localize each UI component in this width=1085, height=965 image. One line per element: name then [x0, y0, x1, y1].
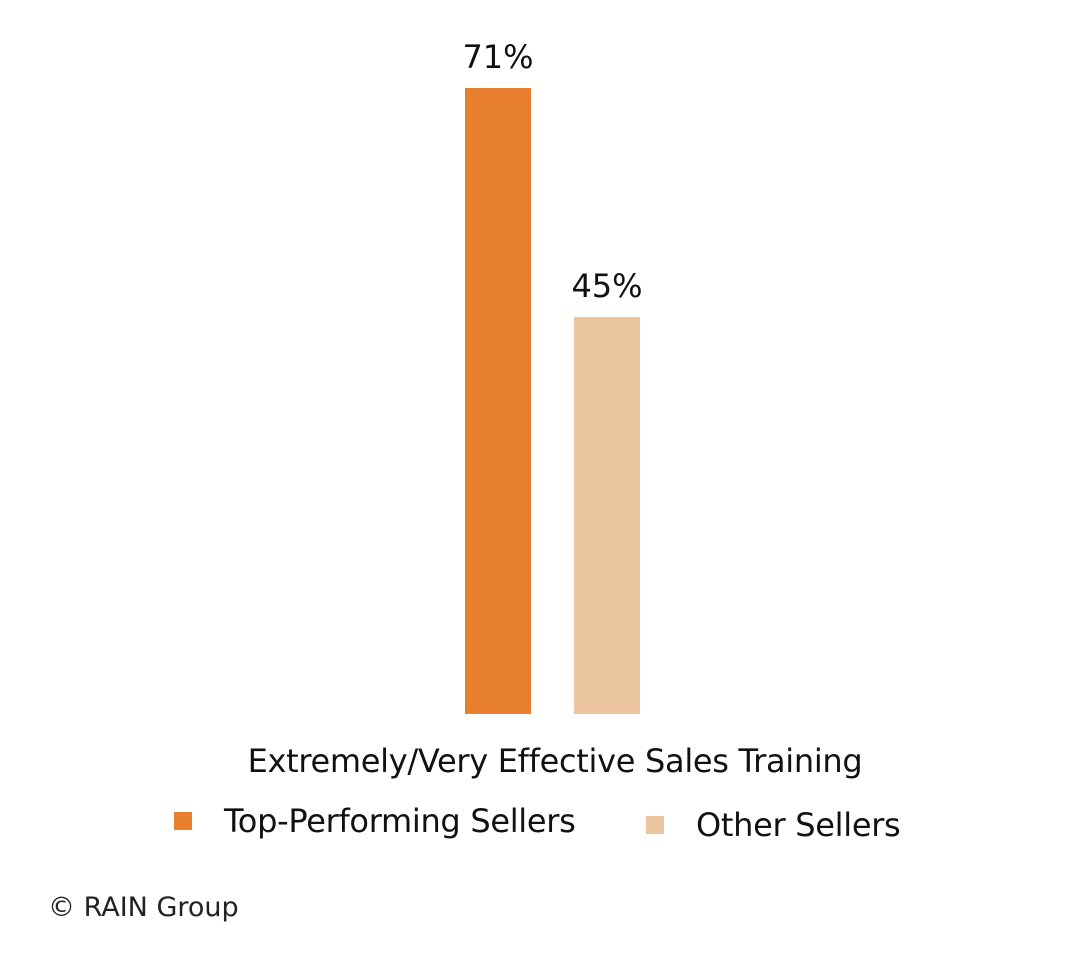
legend-item-top-performing-sellers: Top-Performing Sellers [174, 802, 576, 840]
bar-top-performing-sellers [465, 88, 531, 714]
legend-swatch-icon [174, 812, 192, 830]
legend-label: Top-Performing Sellers [224, 802, 576, 840]
legend-item-other-sellers: Other Sellers [646, 806, 901, 844]
data-label-top-performing-sellers: 71% [462, 38, 534, 76]
data-label-other-sellers: 45% [571, 267, 643, 306]
legend-swatch-icon [646, 816, 664, 834]
bar-other-sellers [574, 317, 640, 714]
category-label: Extremely/Very Effective Sales Training [247, 742, 863, 780]
copyright-credit: © RAIN Group [48, 892, 239, 923]
legend-label: Other Sellers [696, 806, 901, 844]
